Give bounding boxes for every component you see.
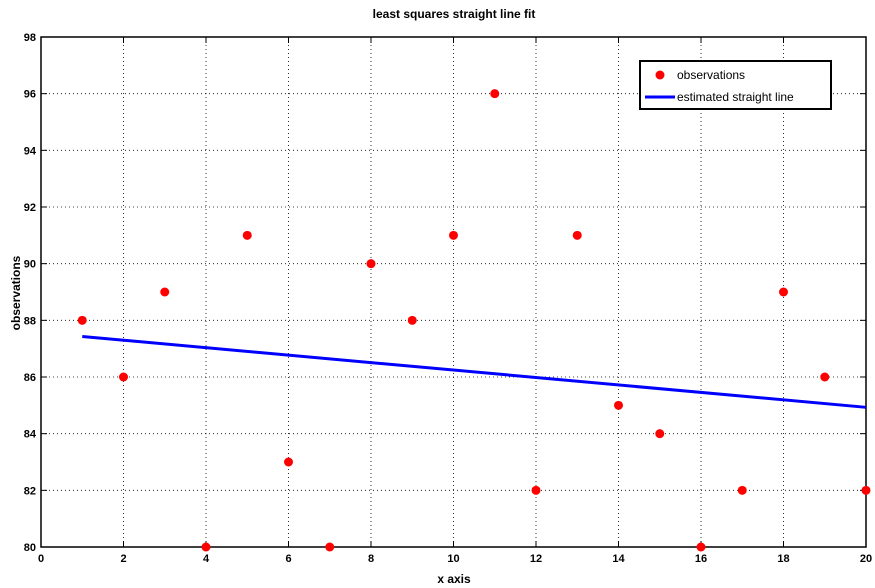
x-tick-label: 4 <box>203 553 210 565</box>
observation-point <box>160 287 170 297</box>
x-tick-label: 18 <box>777 553 789 565</box>
observation-point <box>325 542 335 552</box>
y-tick-label: 92 <box>24 202 36 214</box>
observation-point <box>119 372 128 382</box>
observation-point <box>366 259 376 269</box>
observation-point <box>407 315 417 325</box>
x-tick-label: 12 <box>530 553 542 565</box>
chart-title: least squares straight line fit <box>373 7 536 21</box>
observation-point <box>77 315 87 325</box>
line-series <box>82 334 867 409</box>
legend-box <box>639 60 832 110</box>
y-tick-label: 96 <box>24 89 36 101</box>
y-tick-label: 82 <box>24 485 36 497</box>
x-tick-label: 2 <box>120 553 126 565</box>
y-tick-label: 80 <box>24 542 36 554</box>
observation-point <box>696 542 706 552</box>
observation-point <box>531 485 541 495</box>
observation-point <box>614 400 623 410</box>
y-tick-label: 84 <box>24 429 37 441</box>
x-tick-label: 10 <box>447 553 459 565</box>
observation-point <box>490 89 500 99</box>
y-axis-label: observations <box>9 255 23 330</box>
observation-point <box>449 230 458 240</box>
observation-point <box>779 287 788 297</box>
legend-marker-observations <box>655 70 665 80</box>
legend: observations estimated straight line <box>639 60 832 110</box>
scatter-points <box>77 89 871 552</box>
y-tick-label: 90 <box>24 259 36 271</box>
fit-line <box>82 334 867 409</box>
observation-point <box>737 485 747 495</box>
x-tick-label: 20 <box>860 553 872 565</box>
x-tick-label: 16 <box>695 553 707 565</box>
y-tick-label: 98 <box>24 32 36 44</box>
observation-point <box>572 230 582 240</box>
observation-point <box>820 372 830 382</box>
x-tick-label: 0 <box>38 553 44 565</box>
grid <box>41 37 866 547</box>
legend-label-observations: observations <box>677 68 745 82</box>
x-axis-label: x axis <box>437 572 471 586</box>
observation-point <box>201 542 211 552</box>
legend-label-line: estimated straight line <box>677 90 794 104</box>
x-tick-label: 8 <box>368 553 374 565</box>
x-tick-label: 14 <box>612 553 625 565</box>
observation-point <box>861 485 871 495</box>
y-tick-label: 86 <box>24 372 36 384</box>
axis-ticks: 0 2 4 6 8 10 12 14 16 18 20 80 82 84 86 88 90 92 94 96 98 <box>24 32 872 565</box>
x-tick-label: 6 <box>285 553 291 565</box>
observation-point <box>655 429 665 439</box>
y-tick-label: 88 <box>24 315 36 327</box>
y-tick-label: 94 <box>24 145 37 157</box>
observation-point <box>242 230 252 240</box>
observation-point <box>284 457 293 467</box>
